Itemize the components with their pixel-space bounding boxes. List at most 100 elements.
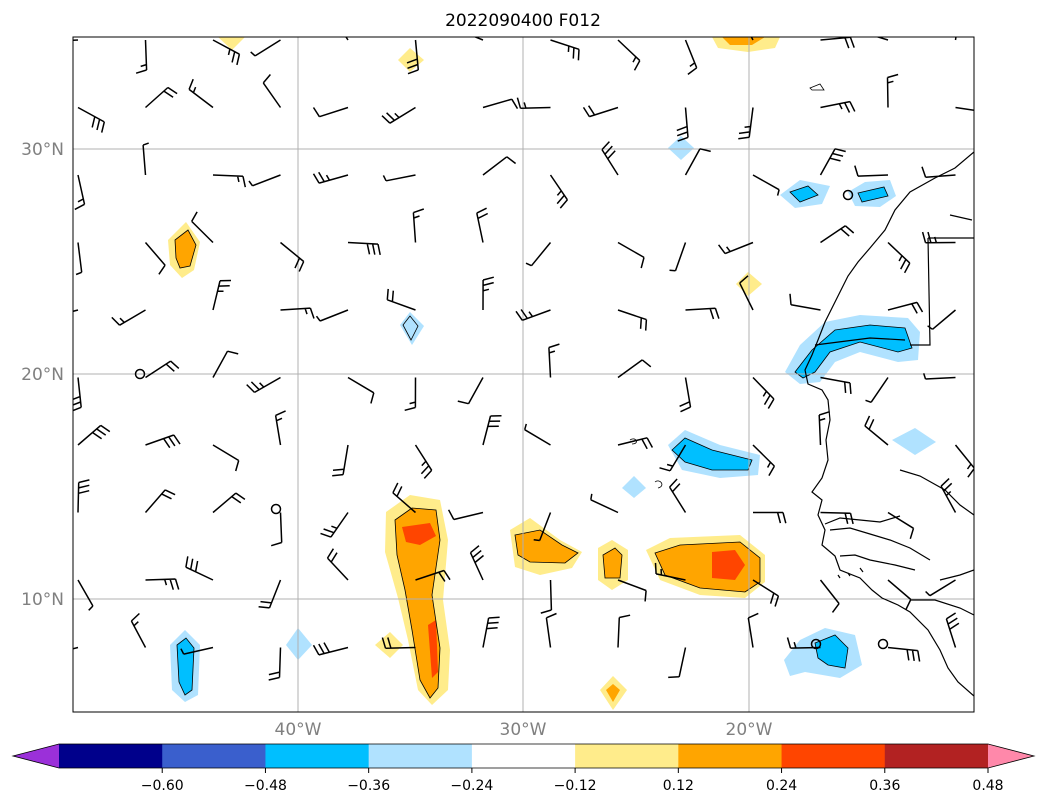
wind-barb bbox=[274, 410, 286, 446]
wind-barb bbox=[386, 288, 416, 311]
wind-barb bbox=[819, 579, 840, 613]
lat-label-20n: 20°N bbox=[21, 365, 64, 385]
wind-barb bbox=[212, 492, 246, 514]
wind-barb bbox=[469, 545, 484, 581]
wind-barb bbox=[111, 309, 146, 326]
wind-barb bbox=[392, 482, 416, 514]
wind-barb bbox=[382, 174, 416, 182]
wind-barb bbox=[945, 612, 960, 648]
lon-label-40w: 40°W bbox=[275, 720, 322, 740]
colorbar-outline bbox=[11, 743, 1036, 769]
gridlines bbox=[73, 37, 974, 712]
colorbar-segment bbox=[884, 744, 989, 768]
wind-barb bbox=[548, 343, 560, 378]
wind-barb bbox=[750, 37, 754, 41]
positive-anomaly-region bbox=[606, 684, 620, 702]
negative-anomaly-region bbox=[892, 428, 936, 455]
wind-barb bbox=[820, 225, 855, 244]
wind-barb bbox=[921, 166, 956, 178]
map-area bbox=[73, 37, 974, 712]
wind-barb bbox=[312, 171, 349, 184]
wind-barb bbox=[654, 562, 686, 581]
wind-barb bbox=[212, 279, 232, 311]
positive-anomaly-region bbox=[375, 632, 403, 658]
wind-barb bbox=[482, 276, 494, 311]
wind-barb bbox=[130, 612, 147, 648]
wind-barbs bbox=[73, 37, 974, 681]
colorbar-segment bbox=[265, 744, 370, 768]
wind-barb bbox=[77, 579, 94, 611]
wind-barb bbox=[954, 444, 974, 478]
wind-barb bbox=[545, 612, 557, 648]
wind-barb bbox=[752, 579, 780, 607]
positive-anomaly-region bbox=[175, 230, 196, 268]
colorbar-segment bbox=[781, 744, 886, 768]
positive-anomaly-region bbox=[402, 523, 436, 545]
colorbar-label: −0.48 bbox=[244, 778, 287, 794]
wind-barb bbox=[550, 39, 580, 61]
wind-barb bbox=[864, 415, 889, 446]
wind-barb bbox=[617, 309, 648, 331]
wind-barb bbox=[820, 511, 854, 525]
wind-barb bbox=[145, 578, 180, 590]
wind-barb bbox=[820, 376, 852, 394]
wind-barb bbox=[312, 106, 349, 118]
wind-barb bbox=[617, 437, 654, 450]
wind-barb bbox=[955, 106, 974, 112]
wind-barb bbox=[268, 647, 282, 681]
wind-barb bbox=[921, 231, 956, 244]
wind-barb bbox=[786, 637, 821, 649]
calm-wind-markers bbox=[134, 189, 889, 650]
negative-anomaly-region bbox=[668, 136, 694, 160]
wind-barb bbox=[753, 511, 787, 524]
wind-barb bbox=[617, 614, 631, 648]
wind-barb bbox=[381, 106, 416, 124]
wind-barb bbox=[685, 307, 720, 320]
wind-barb bbox=[75, 242, 83, 276]
wind-barb bbox=[601, 141, 619, 176]
wind-barb bbox=[280, 241, 305, 272]
wind-barb bbox=[679, 377, 692, 413]
wind-barb bbox=[887, 301, 924, 314]
positive-anomaly-region bbox=[603, 548, 622, 578]
wind-barb bbox=[659, 444, 687, 472]
wind-barb bbox=[326, 548, 349, 581]
wind-barb bbox=[77, 424, 111, 446]
wind-barb bbox=[886, 73, 899, 108]
lat-label-10n: 10°N bbox=[21, 590, 64, 610]
colorbar-segment bbox=[368, 744, 473, 768]
negative-anomaly-region bbox=[400, 312, 424, 345]
positive-anomaly-region bbox=[398, 48, 424, 72]
wind-barb bbox=[262, 74, 282, 108]
wind-barb bbox=[180, 646, 214, 655]
wind-barb bbox=[414, 444, 433, 479]
wind-barb bbox=[887, 579, 912, 610]
wind-barb bbox=[320, 512, 349, 538]
colorbar-extend-min bbox=[13, 744, 59, 768]
wind-barb bbox=[345, 37, 349, 41]
positive-anomaly-region bbox=[218, 37, 245, 50]
wind-barb bbox=[246, 376, 281, 394]
wind-barb bbox=[312, 642, 349, 656]
wind-barb bbox=[819, 148, 846, 176]
wind-barb bbox=[248, 174, 281, 187]
wind-barb bbox=[789, 293, 821, 311]
wind-barb bbox=[144, 242, 166, 275]
wind-barb bbox=[516, 97, 551, 110]
wind-barb bbox=[188, 78, 214, 109]
map-frame bbox=[72, 36, 975, 713]
wind-barb bbox=[145, 86, 178, 109]
wind-barb bbox=[77, 106, 106, 133]
wind-barb bbox=[747, 612, 759, 648]
coastlines bbox=[804, 151, 974, 697]
wind-barb bbox=[280, 307, 315, 319]
wind-barb bbox=[887, 646, 921, 662]
wind-barb bbox=[940, 478, 957, 513]
colorbar-extend-max bbox=[988, 744, 1034, 768]
colorbar-label: 0.48 bbox=[972, 778, 1003, 794]
wind-barb bbox=[404, 377, 417, 412]
wind-barb bbox=[887, 241, 911, 274]
wind-barb bbox=[752, 174, 780, 196]
wind-barb bbox=[482, 98, 519, 109]
wind-barb bbox=[406, 39, 420, 75]
